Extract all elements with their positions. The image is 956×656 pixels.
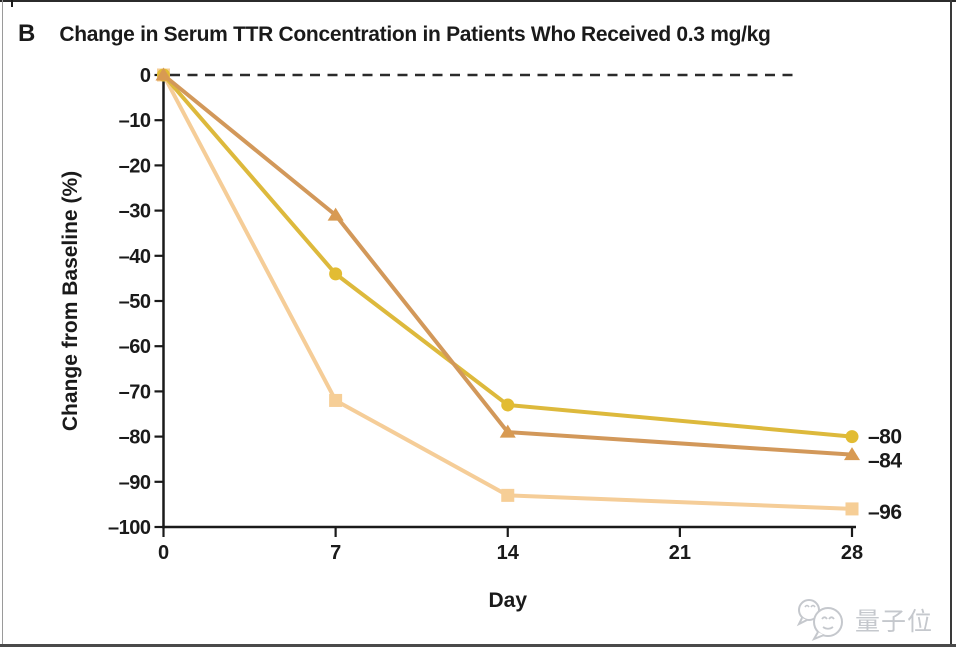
patient-square-marker [501,488,515,502]
x-tick-label: 0 [158,542,169,564]
right-border-line [950,0,952,645]
chart-title: Change in Serum TTR Concentration in Pat… [59,23,771,46]
cropped-panel-above-tick [11,0,13,7]
watermark: 量子位 [795,597,933,643]
y-tick-label: –70 [119,381,151,403]
patient-square-line [161,74,853,511]
y-tick-label: –80 [119,427,151,449]
patient-triangle-marker [327,207,344,221]
patient-circle-line [161,73,853,439]
patient-square-marker [329,393,343,407]
patient-circle-marker [329,267,343,281]
x-tick-label: 7 [330,542,341,564]
y-tick-label: –20 [119,155,151,177]
wechat-bubbles-icon [796,599,843,641]
patient-circle-marker [501,398,515,412]
x-axis-title: Day [488,589,527,612]
y-tick-label: –90 [119,472,151,494]
y-tick-label: –100 [108,517,151,539]
x-tick-label: 21 [669,542,691,564]
patient-triangle-line [162,73,853,457]
patient-square-marker [845,502,859,516]
bottom-divider-line [0,644,956,647]
y-axis-title: Change from Baseline (%) [59,171,82,431]
left-border-line [2,0,3,645]
y-tick-label: –10 [119,110,151,132]
patient-triangle-marker [499,424,516,438]
patient-triangle-marker [155,67,172,81]
patient-triangle-end-label: –84 [868,450,902,473]
chart-header: B Change in Serum TTR Concentration in P… [18,20,771,48]
y-tick-label: –40 [119,246,151,268]
x-tick-label: 14 [497,542,520,564]
top-border-line [0,0,956,2]
patient-triangle-marker [844,447,860,461]
watermark-text: 量子位 [855,608,934,636]
panel-letter: B [18,20,36,47]
patient-square-end-label: –96 [868,501,902,524]
patient-circle-end-label: –80 [868,426,902,449]
x-tick-label: 28 [841,542,863,564]
y-tick-label: –30 [119,201,151,223]
patient-circle-marker [845,430,859,444]
y-tick-label: 0 [140,65,151,87]
y-tick-label: –60 [119,336,151,358]
y-tick-label: –50 [119,291,151,313]
